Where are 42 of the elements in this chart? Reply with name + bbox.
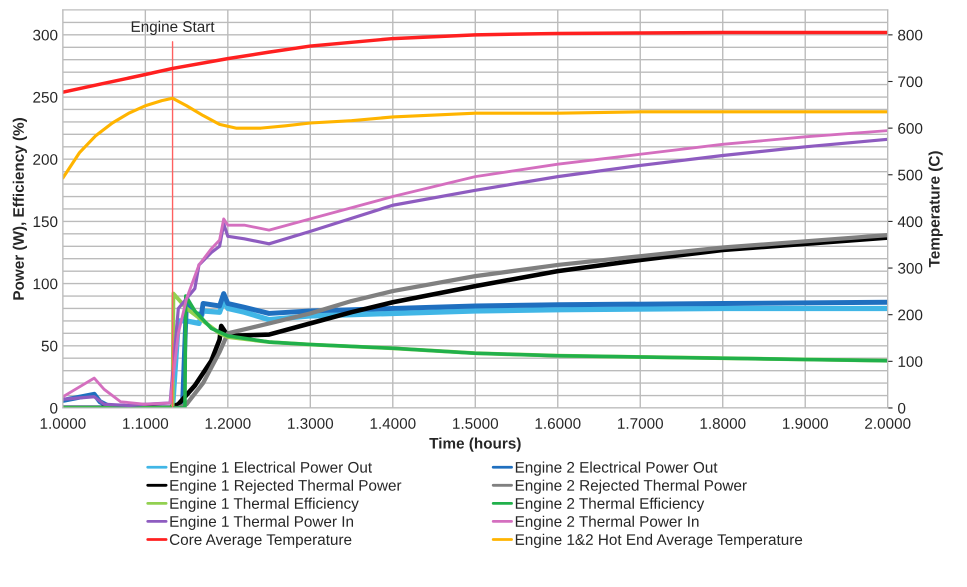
x-axis-title: Time (hours) — [429, 437, 521, 452]
legend-label: Engine 2 Thermal Power In — [516, 516, 698, 530]
y-tick-label: 50 — [42, 340, 58, 352]
x-tick-label: 1.1000 — [123, 418, 168, 429]
x-tick-label: 1.8000 — [700, 418, 746, 429]
y2-tick-label: 200 — [898, 310, 922, 320]
x-tick-label: 1.2000 — [206, 418, 251, 429]
y2-tick-label: 700 — [898, 76, 922, 88]
y-tick-label: 250 — [33, 92, 58, 103]
y2-tick-label: 500 — [898, 170, 922, 180]
y-tick-label: 100 — [34, 278, 58, 290]
legend-label: Core Average Temperature — [170, 534, 352, 548]
y2-tick-label: 400 — [898, 216, 922, 228]
line-series — [62, 96, 888, 180]
y-tick-label: 150 — [34, 216, 58, 228]
x-tick-label: 1.0000 — [40, 418, 86, 429]
x-tick-label: 1.3000 — [288, 418, 334, 429]
legend-label: Engine 1 Rejected Thermal Power — [170, 480, 402, 494]
x-tick-label: 2.0000 — [865, 418, 910, 429]
legend-label: Engine 1 Thermal Power In — [170, 516, 354, 530]
x-tick-label: 1.9000 — [783, 418, 828, 429]
y-tick-label: 0 — [50, 402, 58, 414]
ref-line-label: Engine Start — [132, 20, 214, 36]
y2-tick-label: 0 — [898, 402, 906, 414]
y2-axis-title: Temperature (C) — [928, 151, 943, 268]
legend-label: Engine 1 Thermal Efficiency — [170, 498, 359, 512]
legend-label: Engine 2 Rejected Thermal Power — [516, 480, 747, 494]
legend-label: Engine 2 Electrical Power Out — [516, 462, 718, 476]
x-tick-label: 1.5000 — [453, 418, 498, 429]
x-tick-label: 1.4000 — [370, 418, 416, 429]
y-axis-title: Power (W), Efficiency (%) — [12, 118, 27, 300]
y2-tick-label: 300 — [898, 262, 922, 274]
y-tick-label: 300 — [33, 30, 58, 41]
y2-tick-label: 800 — [898, 30, 922, 41]
y2-tick-label: 100 — [898, 356, 922, 368]
legend-label: Engine 1 Electrical Power Out — [170, 462, 372, 476]
x-tick-label: 1.7000 — [618, 418, 664, 429]
x-tick-label: 1.6000 — [536, 418, 581, 429]
y-tick-label: 200 — [33, 154, 58, 165]
legend-label: Engine 1&2 Hot End Average Temperature — [516, 534, 802, 548]
y2-tick-label: 600 — [898, 123, 922, 134]
legend-label: Engine 2 Thermal Efficiency — [516, 498, 704, 512]
